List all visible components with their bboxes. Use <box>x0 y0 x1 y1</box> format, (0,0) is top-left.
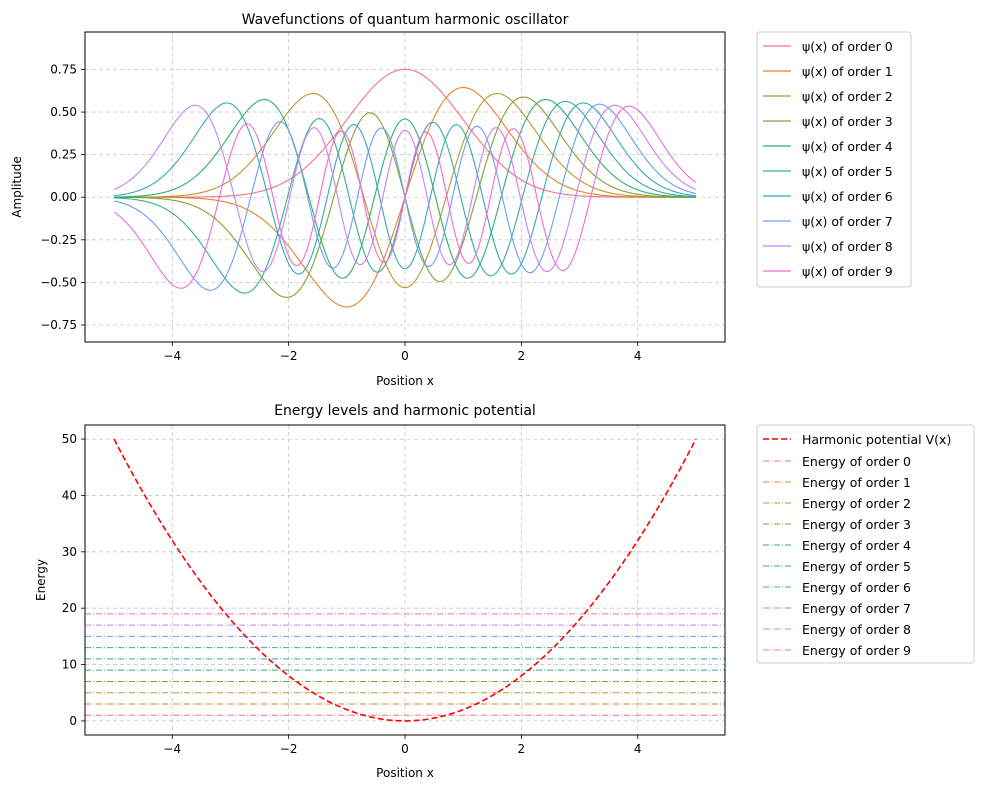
y-tick-label: 10 <box>62 658 77 672</box>
legend-entry-label: Energy of order 6 <box>802 580 911 595</box>
y-tick-label: 40 <box>62 488 77 502</box>
legend-entry-label: ψ(x) of order 4 <box>802 139 893 154</box>
legend-box <box>756 424 975 664</box>
legend-entry-label: Energy of order 8 <box>802 622 911 637</box>
wavefunction-series-line <box>113 105 697 289</box>
y-tick-label: −0.25 <box>40 233 77 247</box>
wavefunction-series-line <box>114 102 696 275</box>
x-axis-label: Position x <box>376 766 434 780</box>
legend-entry-label: Energy of order 7 <box>802 601 911 616</box>
x-axis-label: Position x <box>376 374 434 388</box>
legend-entry-label: ψ(x) of order 9 <box>802 264 893 279</box>
legend-entry-label: Energy of order 4 <box>802 538 911 553</box>
legend-entry-label: ψ(x) of order 6 <box>802 189 893 204</box>
wavefunction-curves <box>113 68 697 308</box>
legend-entry-label: ψ(x) of order 0 <box>802 39 893 54</box>
legend-entry-label: Energy of order 5 <box>802 559 911 574</box>
legend-entry-label: ψ(x) of order 8 <box>802 239 893 254</box>
y-ticks: −0.75 −0.50 −0.25 0.00 0.25 0.50 0.75 <box>40 62 85 332</box>
wavefunction-series-line <box>114 98 696 279</box>
x-tick-label: −4 <box>163 742 181 756</box>
grid <box>85 425 725 735</box>
y-tick-label: 20 <box>62 601 77 615</box>
y-tick-label: −0.50 <box>40 275 77 289</box>
y-axis-label: Amplitude <box>10 156 24 218</box>
legend-entry-label: ψ(x) of order 1 <box>802 64 893 79</box>
y-tick-label: 0 <box>69 714 77 728</box>
x-tick-label: 4 <box>634 349 642 363</box>
x-tick-label: −2 <box>280 742 298 756</box>
x-tick-label: 2 <box>518 742 526 756</box>
legend-entry-label: Energy of order 0 <box>802 454 911 469</box>
y-ticks: 0 10 20 30 40 50 <box>62 432 85 728</box>
potential-curve <box>113 438 697 722</box>
legend-entry-label: Energy of order 9 <box>802 643 911 658</box>
legend-entry-label: ψ(x) of order 7 <box>802 214 893 229</box>
harmonic-potential-line <box>113 438 697 722</box>
y-axis-label: Energy <box>34 559 48 601</box>
x-ticks: −4 −2 0 2 4 <box>163 342 642 363</box>
legend-entry-label: ψ(x) of order 3 <box>802 114 893 129</box>
y-tick-label: −0.75 <box>40 318 77 332</box>
legend-entry-label: Energy of order 1 <box>802 475 911 490</box>
energy-level-lines <box>85 613 725 716</box>
x-tick-label: 2 <box>518 349 526 363</box>
legend: Harmonic potential V(x) Energy of order 0… <box>756 424 975 664</box>
energy-panel: −4 −2 0 2 4 0 10 20 30 40 50 Energy levels and ha… <box>34 403 975 780</box>
legend-entry-label: Harmonic potential V(x) <box>802 432 951 447</box>
legend-entry-label: ψ(x) of order 2 <box>802 89 893 104</box>
y-tick-label: 0.50 <box>50 105 77 119</box>
y-tick-label: 0.25 <box>50 148 77 162</box>
y-tick-label: 0.75 <box>50 62 77 76</box>
y-tick-label: 50 <box>62 432 77 446</box>
y-tick-label: 30 <box>62 545 77 559</box>
wavefunction-panel: −4 −2 0 2 4 −0.75−0.50−0.250.000.250.500.75 … <box>10 12 912 388</box>
x-tick-label: 4 <box>634 742 642 756</box>
wavefunction-series-line <box>114 68 696 198</box>
legend-box <box>756 31 912 288</box>
wavefunction-series-line <box>114 92 696 289</box>
wavefunction-series-line <box>113 104 697 273</box>
x-ticks: −4 −2 0 2 4 <box>163 735 642 756</box>
x-tick-label: −4 <box>163 349 181 363</box>
x-tick-label: 0 <box>401 742 409 756</box>
y-tick-label: 0.00 <box>50 190 77 204</box>
x-tick-label: −2 <box>280 349 298 363</box>
chart-title: Wavefunctions of quantum harmonic oscill… <box>242 12 569 28</box>
chart-title: Energy levels and harmonic potential <box>274 403 536 419</box>
legend: ψ(x) of order 0 ψ(x) of order 1 ψ(x) of or… <box>756 31 912 288</box>
legend-entry-label: Energy of order 3 <box>802 517 911 532</box>
legend-entry-label: Energy of order 2 <box>802 496 911 511</box>
legend-entry-label: ψ(x) of order 5 <box>802 164 893 179</box>
x-tick-label: 0 <box>401 349 409 363</box>
